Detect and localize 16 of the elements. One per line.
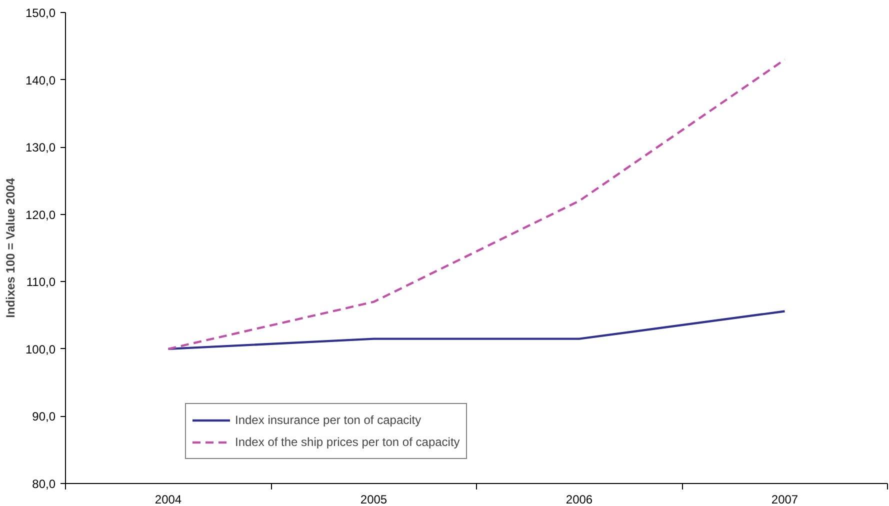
line-series [167,58,786,350]
y-tick-label: 150,0 [25,6,56,20]
y-axis-title: Indixes 100 = Value 2004 [3,178,18,318]
y-tick-label: 90,0 [32,410,56,424]
y-tick-label: 130,0 [25,140,56,155]
y-tick-label: 120,0 [25,208,56,222]
x-tick-label: 2006 [566,492,593,506]
y-tick-label: 80,0 [32,477,56,491]
legend-label: Index insurance per ton of capacity [235,413,422,427]
y-tick-label: 100,0 [25,342,56,356]
legend-label: Index of the ship prices per ton of capacity [235,435,460,449]
y-tick-label: 110,0 [26,275,56,290]
x-tick-label: 2004 [154,492,182,506]
x-tick-label: 2007 [771,492,798,506]
x-tick-label: 2005 [360,492,388,506]
y-tick-label: 140,0 [25,73,56,88]
